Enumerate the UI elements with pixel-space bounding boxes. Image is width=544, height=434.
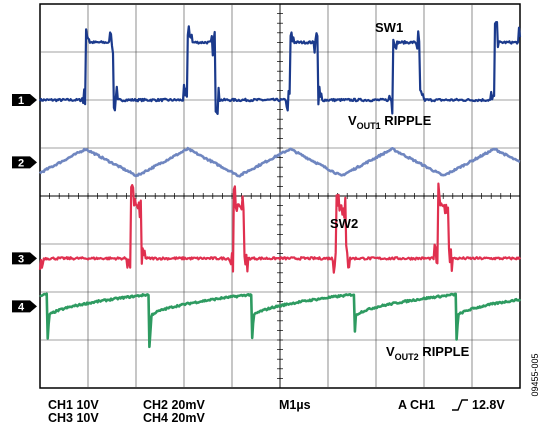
trace-2 [38,146,521,178]
channel-marker-2: 2 [12,156,37,169]
channel-marker-label: 3 [18,253,24,265]
annotations: SW1 VOUT1 RIPPLE SW2 VOUT2 RIPPLE [330,20,470,362]
trigger-source: A CH1 [398,398,436,412]
trace-3 [38,182,521,274]
trigger-edge-icon [452,399,468,411]
channel-markers: 1 2 3 4 [12,94,37,313]
annotation-label: VOUT2 RIPPLE [386,344,470,362]
ch1-setting: CH1 10V [48,398,99,412]
traces [38,21,522,349]
annotation-label: SW1 [375,20,403,35]
timebase: M1µs [279,398,311,412]
channel-marker-3: 3 [12,252,37,265]
channel-marker-1: 1 [12,94,37,107]
channel-marker-label: 1 [18,95,24,107]
ch4-setting: CH4 20mV [143,411,205,425]
trace-1 [38,21,522,116]
ch3-setting: CH3 10V [48,411,99,425]
ch2-setting: CH2 20mV [143,398,205,412]
grid [39,3,521,389]
trace-4 [39,292,522,349]
annotation-label: VOUT1 RIPPLE [348,113,432,131]
channel-marker-4: 4 [12,300,37,313]
figure-id: 09455-005 [530,353,540,397]
channel-marker-label: 4 [18,301,25,313]
trigger-level: 12.8V [472,398,505,412]
channel-marker-label: 2 [18,157,24,169]
annotation-label: SW2 [330,216,358,231]
